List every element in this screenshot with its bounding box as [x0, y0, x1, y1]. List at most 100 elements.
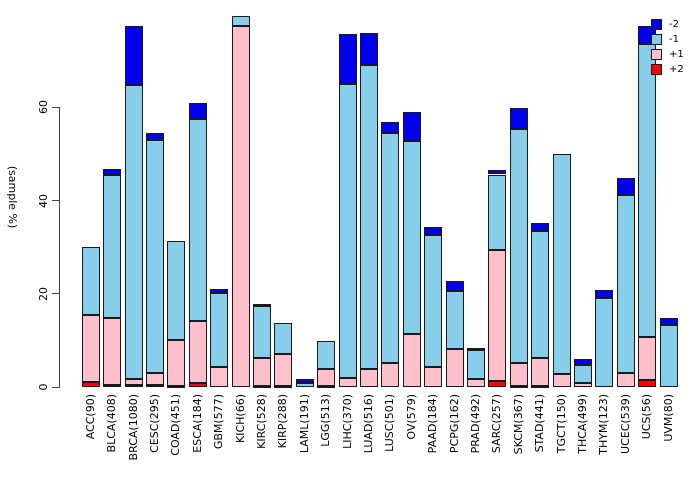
y-axis-line [59, 107, 60, 388]
bar-segment-ESCA(184)--2 [188, 102, 207, 120]
bar-segment-PAAD(184)--1 [424, 234, 443, 368]
bar-segment-STAD(441)--1 [531, 230, 550, 359]
x-label-PCPG(162): PCPG(162) [447, 394, 461, 454]
y-tick-mark [52, 386, 60, 388]
bar-segment-UCS(56)--1 [638, 44, 657, 338]
x-label-COAD(451): COAD(451) [169, 394, 183, 456]
x-label-KICH(66): KICH(66) [233, 394, 247, 443]
bar-segment-TGCT(150)-+1 [552, 373, 571, 387]
bar-segment-OV(579)-+1 [402, 333, 421, 387]
bar-segment-KIRC(528)-+2 [252, 385, 271, 388]
bar-segment-UCS(56)-+2 [638, 380, 657, 387]
y-tick-mark [52, 106, 60, 108]
bar-segment-CESC(295)-+2 [145, 384, 164, 387]
bar-segment-ESCA(184)--1 [188, 119, 207, 322]
bar-segment-KIRP(288)-+1 [274, 353, 293, 386]
legend-swatch--2 [651, 19, 662, 30]
bar-segment-THYM(123)--2 [595, 289, 614, 298]
y-tick-label: 0 [37, 383, 50, 391]
legend-label: -1 [669, 34, 679, 45]
y-tick-mark [52, 293, 60, 295]
bar-segment-PAAD(184)--2 [424, 226, 443, 235]
x-label-TGCT(150): TGCT(150) [554, 394, 568, 454]
bar-segment-OV(579)--1 [402, 141, 421, 334]
bar-segment-BLCA(408)-+2 [103, 384, 122, 387]
x-label-THYM(123): THYM(123) [597, 394, 611, 455]
x-label-THCA(499): THCA(499) [575, 394, 589, 454]
bar-segment-LGG(513)--1 [317, 341, 336, 369]
bar-segment-KIRP(288)--1 [274, 322, 293, 354]
bar-segment-LIHC(370)-+1 [338, 378, 357, 387]
bar-segment-LGG(513)-+2 [317, 385, 336, 388]
bar-segment-BLCA(408)--2 [103, 169, 122, 176]
x-label-KIRP(288): KIRP(288) [276, 394, 290, 449]
bar-segment-ACC(90)-+1 [81, 314, 100, 382]
bar-segment-KICH(66)--1 [231, 16, 250, 27]
bar-segment-SARC(257)--2 [488, 170, 507, 175]
bar-segment-SARC(257)-+2 [488, 381, 507, 387]
x-label-SARC(257): SARC(257) [490, 394, 504, 454]
bar-segment-BLCA(408)-+1 [103, 318, 122, 385]
x-label-BLCA(408): BLCA(408) [105, 394, 119, 453]
legend-swatch--1 [651, 34, 662, 45]
bar-segment-UCEC(539)-+1 [616, 373, 635, 387]
bar-segment-LUAD(516)--2 [359, 33, 378, 66]
bar-segment-PAAD(184)-+1 [424, 367, 443, 387]
bar-segment-THCA(499)--2 [573, 358, 592, 365]
bar-segment-GBM(577)--2 [210, 289, 229, 294]
x-label-UVM(80): UVM(80) [661, 394, 675, 442]
legend-row: +1 [651, 47, 697, 62]
bar-segment-UVM(80)--2 [659, 318, 678, 325]
legend: -2 -1 +1 +2 [651, 17, 697, 77]
bar-segment-SARC(257)-+1 [488, 249, 507, 382]
x-label-LGG(513): LGG(513) [319, 394, 333, 447]
bar-segment-ESCA(184)-+2 [188, 382, 207, 387]
x-label-CESC(295): CESC(295) [147, 394, 161, 453]
bar-segment-LUSC(501)--1 [381, 132, 400, 363]
x-label-BRCA(1080): BRCA(1080) [126, 394, 140, 461]
bar-segment-LUAD(516)--1 [359, 65, 378, 369]
bar-segment-THYM(123)--1 [595, 297, 614, 387]
bar-segment-TGCT(150)--1 [552, 153, 571, 374]
bar-segment-CESC(295)--1 [145, 139, 164, 374]
bar-segment-BRCA(1080)-+2 [124, 385, 143, 388]
y-tick-mark [52, 200, 60, 202]
bar-segment-GBM(577)-+1 [210, 366, 229, 387]
bar-segment-CESC(295)-+1 [145, 373, 164, 385]
bar-segment-COAD(451)-+2 [167, 385, 186, 388]
bar-segment-GBM(577)--1 [210, 293, 229, 367]
bar-segment-UCEC(539)--2 [616, 177, 635, 195]
bar-segment-LAML(191)--1 [295, 382, 314, 387]
x-label-UCS(56): UCS(56) [640, 394, 654, 440]
bar-segment-PCPG(162)--1 [445, 291, 464, 349]
x-label-ACC(90): ACC(90) [83, 394, 97, 440]
x-label-LAML(191): LAML(191) [297, 394, 311, 454]
bar-segment-PCPG(162)--2 [445, 280, 464, 291]
x-label-PRAD(492): PRAD(492) [468, 394, 482, 454]
legend-row: -2 [651, 17, 697, 32]
y-axis-title: (sample %) [6, 165, 19, 229]
x-label-LUAD(516): LUAD(516) [361, 394, 375, 454]
bar-segment-LAML(191)--2 [295, 378, 314, 383]
x-label-GBM(577): GBM(577) [212, 394, 226, 450]
bar-segment-BLCA(408)--1 [103, 175, 122, 319]
y-tick-label: 60 [37, 100, 50, 115]
bar-segment-BRCA(1080)-+1 [124, 378, 143, 386]
legend-row: +2 [651, 62, 697, 77]
bar-segment-KIRC(528)--2 [252, 304, 271, 307]
x-label-LIHC(370): LIHC(370) [340, 394, 354, 449]
bar-segment-PCPG(162)-+1 [445, 348, 464, 387]
bar-segment-SKCM(367)--1 [509, 129, 528, 363]
bar-segment-UCS(56)-+1 [638, 337, 657, 380]
legend-label: +1 [669, 49, 684, 60]
bar-segment-LGG(513)-+1 [317, 368, 336, 386]
legend-label: +2 [669, 64, 684, 75]
bar-segment-COAD(451)--1 [167, 241, 186, 340]
x-label-OV(579): OV(579) [404, 394, 418, 440]
bar-segment-ACC(90)--1 [81, 247, 100, 315]
bar-segment-STAD(441)-+1 [531, 358, 550, 386]
legend-label: -2 [669, 19, 679, 30]
bar-segment-COAD(451)-+1 [167, 339, 186, 386]
bar-segment-LIHC(370)--2 [338, 34, 357, 84]
